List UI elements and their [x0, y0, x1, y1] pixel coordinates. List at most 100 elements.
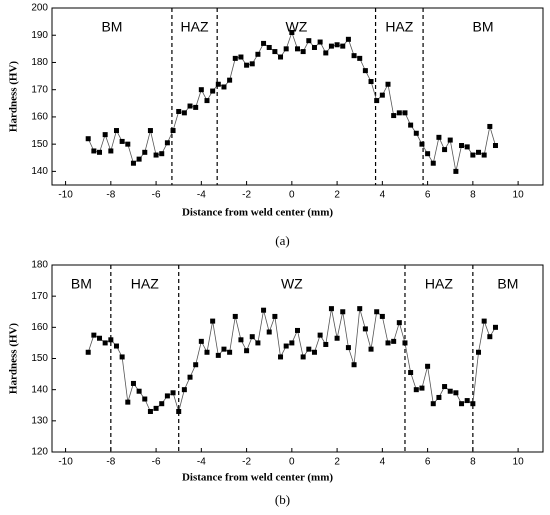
x-tick-label: 6: [425, 457, 431, 468]
data-point: [481, 152, 487, 158]
data-point: [396, 320, 402, 326]
x-tick-label: -4: [197, 190, 206, 201]
data-point: [181, 110, 187, 116]
data-point: [408, 122, 414, 128]
data-point: [323, 341, 329, 347]
x-tick-label: 0: [289, 457, 295, 468]
data-point: [278, 354, 284, 360]
data-point: [379, 92, 385, 98]
region-label: WZ: [285, 19, 307, 35]
data-point: [289, 340, 295, 346]
x-tick-label: 8: [470, 457, 476, 468]
data-point: [97, 149, 103, 155]
data-point: [255, 51, 261, 57]
data-point: [113, 128, 119, 134]
x-tick-label: -6: [152, 457, 161, 468]
plot-frame: [51, 7, 544, 186]
data-point: [351, 53, 357, 59]
data-point: [255, 340, 261, 346]
data-point: [464, 398, 470, 404]
region-label: HAZ: [385, 19, 413, 35]
region-label: HAZ: [131, 276, 159, 292]
data-point: [266, 329, 272, 335]
data-point: [317, 39, 323, 45]
data-point: [368, 79, 374, 85]
x-tick-label: -8: [106, 457, 115, 468]
data-point: [283, 343, 289, 349]
x-tick-label: 10: [513, 190, 525, 201]
data-point: [464, 144, 470, 150]
y-tick-label: 170: [31, 84, 48, 95]
data-point: [130, 160, 136, 166]
data-point: [334, 42, 340, 48]
data-point: [430, 401, 436, 407]
data-point: [119, 354, 125, 360]
data-point: [204, 349, 210, 355]
data-point: [391, 338, 397, 344]
data-point: [108, 337, 114, 343]
data-point: [340, 43, 346, 49]
data-point: [442, 384, 448, 390]
data-point: [187, 103, 193, 109]
data-point: [492, 143, 498, 149]
data-point: [227, 77, 233, 83]
data-point: [351, 362, 357, 368]
data-point: [436, 134, 442, 140]
data-point: [459, 143, 465, 149]
data-point: [238, 337, 244, 343]
data-point: [142, 149, 148, 155]
data-point: [453, 168, 459, 174]
data-point: [244, 62, 250, 68]
data-point: [447, 137, 453, 143]
data-point: [487, 123, 493, 129]
x-tick-label: -2: [242, 457, 251, 468]
data-point: [249, 61, 255, 67]
data-point: [102, 132, 108, 138]
region-label: BM: [101, 19, 122, 35]
region-label: WZ: [281, 276, 303, 292]
data-point: [328, 43, 334, 49]
y-tick-label: 150: [31, 353, 48, 364]
data-point: [340, 309, 346, 315]
data-point: [136, 156, 142, 162]
plot-frame: [51, 264, 544, 453]
data-point: [362, 68, 368, 74]
data-point: [159, 401, 165, 407]
data-point: [227, 349, 233, 355]
data-point: [306, 38, 312, 44]
data-point: [198, 87, 204, 93]
data-point: [215, 81, 221, 87]
data-point: [476, 349, 482, 355]
data-point: [300, 354, 306, 360]
data-point: [193, 104, 199, 110]
data-point: [396, 110, 402, 116]
caption: (b): [275, 492, 290, 507]
x-tick-label: -8: [106, 190, 115, 201]
data-point: [119, 138, 125, 144]
data-point: [125, 141, 131, 147]
y-tick-label: 160: [31, 322, 48, 333]
data-point: [481, 318, 487, 324]
data-point: [289, 30, 295, 36]
data-point: [283, 46, 289, 52]
data-point: [487, 334, 493, 340]
data-point: [413, 130, 419, 136]
data-point: [204, 98, 210, 104]
data-point: [153, 405, 159, 411]
x-tick-label: 2: [334, 457, 340, 468]
x-tick-label: 0: [289, 190, 295, 201]
data-point: [170, 128, 176, 134]
data-point: [453, 390, 459, 396]
data-point: [153, 152, 159, 158]
data-point: [306, 346, 312, 352]
data-point: [210, 88, 216, 94]
region-label: BM: [473, 19, 494, 35]
data-point: [334, 335, 340, 341]
y-tick-label: 180: [31, 260, 48, 271]
data-point: [470, 152, 476, 158]
data-point: [85, 136, 91, 142]
y-tick-label: 190: [31, 30, 48, 41]
data-point: [345, 36, 351, 42]
data-point: [492, 324, 498, 330]
